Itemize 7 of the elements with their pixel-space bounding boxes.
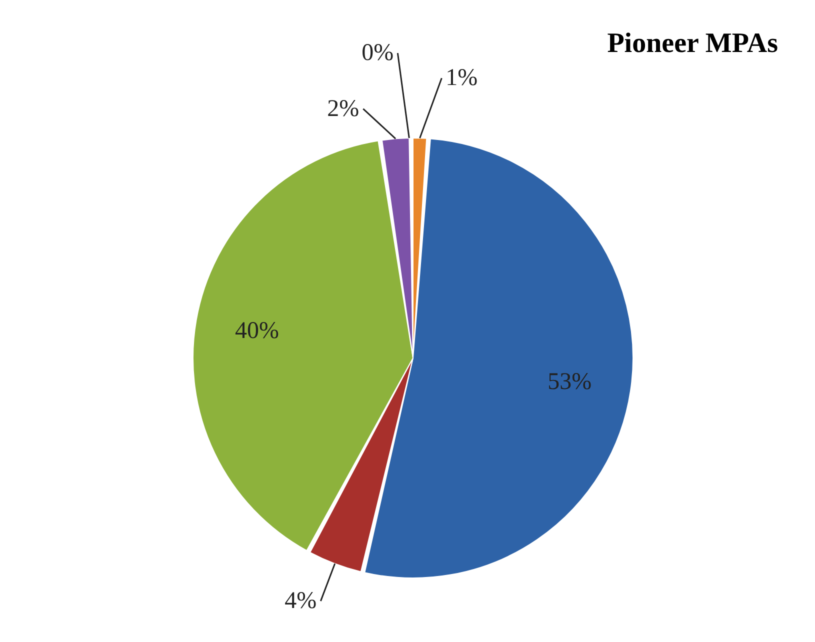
data-label: 40%: [234, 318, 279, 344]
text: 0%: [362, 40, 394, 66]
data-label: 53%: [548, 368, 592, 395]
data-label: 2%: [327, 96, 360, 122]
data-label: 1%: [446, 65, 478, 92]
data-label: 4%: [284, 588, 317, 614]
text: Pioneer MPAs: [607, 28, 778, 60]
